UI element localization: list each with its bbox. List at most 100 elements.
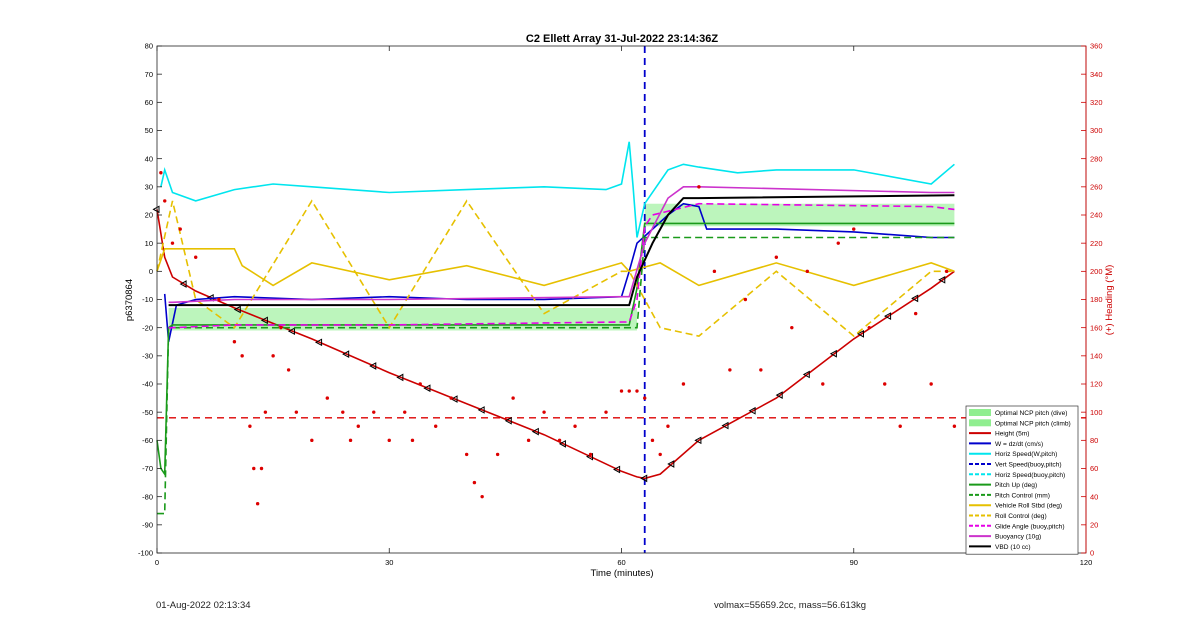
y-tick-label-right: 260 <box>1090 182 1103 191</box>
band-optimal-ncp-pitch-climb <box>644 203 955 227</box>
heading-point <box>217 297 221 302</box>
legend-label: Vert Speed(buoy,pitch) <box>995 462 1062 469</box>
legend-label: Horiz Speed(buoy,pitch) <box>995 472 1065 479</box>
height-marker <box>721 421 729 430</box>
height-marker <box>640 474 648 483</box>
height-marker <box>884 312 892 320</box>
series-w-dz-dt-cm-s <box>163 202 955 342</box>
legend-label: Optimal NCP pitch (dive) <box>995 410 1067 417</box>
y-tick-label-right: 0 <box>1090 549 1094 558</box>
heading-point <box>248 424 252 428</box>
series-glide-angle-buoy-pitch <box>168 202 955 329</box>
legend-item-horiz-speed-buoy-pitch: Horiz Speed(buoy,pitch) <box>969 472 1065 479</box>
height-marker <box>504 416 512 425</box>
x-axis-label: Time (minutes) <box>591 568 654 579</box>
heading-point <box>573 424 577 428</box>
y-tick-label-left: -70 <box>142 464 153 473</box>
heading-point <box>387 438 391 443</box>
legend-item-glide-angle-buoy-pitch: Glide Angle (buoy,pitch) <box>969 523 1065 530</box>
legend-item-horiz-speed-w-pitch: Horiz Speed(W,pitch) <box>969 451 1057 458</box>
x-tick-label: 0 <box>155 558 159 567</box>
legend-item-buoyancy-10g: Buoyancy (10g) <box>969 534 1041 541</box>
heading-point <box>604 410 608 414</box>
x-tick-label: 30 <box>385 558 393 567</box>
heading-point <box>279 325 283 330</box>
heading-point <box>913 311 918 316</box>
heading-point <box>658 452 662 457</box>
y-tick-label-left: 0 <box>149 267 153 276</box>
legend-item-roll-control-deg: Roll Control (deg) <box>969 513 1047 520</box>
y-tick-label-left: -90 <box>142 520 153 529</box>
heading-point <box>557 438 562 443</box>
heading-point <box>294 410 299 414</box>
heading-point <box>464 452 469 457</box>
heading-point <box>511 396 515 400</box>
heading-point <box>526 438 531 443</box>
series-height-5m <box>156 209 955 480</box>
heading-point <box>403 410 407 414</box>
series-horiz-speed-w-pitch <box>160 141 955 238</box>
heading-point <box>178 227 182 231</box>
y-tick-label-right: 220 <box>1090 239 1103 248</box>
heading-point <box>170 241 175 245</box>
heading-point <box>743 297 748 302</box>
y-tick-label-left: 10 <box>145 239 153 248</box>
heading-point <box>194 255 198 259</box>
heading-point <box>480 494 484 499</box>
heading-point <box>852 227 856 231</box>
height-marker <box>613 465 621 474</box>
legend-label: Height (5m) <box>995 431 1029 438</box>
y-tick-label-right: 80 <box>1090 436 1098 445</box>
y-tick-label-left: 50 <box>145 126 153 135</box>
heading-point <box>434 424 438 428</box>
heading-point <box>712 269 717 274</box>
height-marker <box>342 350 350 358</box>
x-tick-label: 120 <box>1080 558 1093 567</box>
heading-point <box>805 269 809 274</box>
height-marker <box>938 275 946 284</box>
legend-label: W = dz/dt (cm/s) <box>995 441 1043 448</box>
y-tick-label-right: 320 <box>1090 98 1103 107</box>
heading-point <box>774 255 779 259</box>
y-tick-label-left: 70 <box>145 70 153 79</box>
series-markers-height-5m <box>152 205 946 483</box>
y-tick-label-left: -30 <box>142 351 153 360</box>
heading-point <box>697 185 701 189</box>
heading-point <box>759 368 763 372</box>
heading-point <box>271 354 275 358</box>
height-marker <box>748 406 756 415</box>
heading-point <box>356 424 360 428</box>
legend: Optimal NCP pitch (dive) Optimal NCP pitc… <box>965 405 1079 555</box>
y-tick-label-left: 20 <box>145 211 153 220</box>
footer-stats: volmax=55659.2cc, mass=56.613kg <box>714 600 867 611</box>
heading-point <box>821 382 825 386</box>
height-marker <box>450 395 458 403</box>
heading-point <box>643 396 647 400</box>
height-marker <box>856 330 864 338</box>
heading-point <box>240 354 244 358</box>
legend-item-pitch-up-deg: Pitch Up (deg) <box>969 482 1037 489</box>
heading-point <box>588 452 593 457</box>
legend-item-pitch-control-mm: Pitch Control (mm) <box>969 492 1050 499</box>
height-marker <box>802 370 810 379</box>
y-tick-label-right: 240 <box>1090 211 1103 220</box>
heading-point <box>232 340 237 344</box>
y-tick-label-left: -10 <box>142 295 153 304</box>
series-vbd-10-cc <box>168 194 955 307</box>
height-marker <box>667 460 675 468</box>
heading-point <box>542 410 546 414</box>
y-tick-label-right: 120 <box>1090 380 1103 389</box>
height-marker <box>233 305 241 314</box>
y-tick-label-left: -40 <box>142 380 153 389</box>
heading-point <box>681 382 686 386</box>
y-tick-label-left: -100 <box>138 549 153 558</box>
heading-point <box>341 410 345 414</box>
heading-point <box>952 424 957 428</box>
heading-point <box>944 269 949 274</box>
legend-label: Pitch Up (deg) <box>995 482 1037 489</box>
series-buoyancy-10g <box>168 186 955 304</box>
series-layer <box>152 46 1086 553</box>
y-tick-label-right: 100 <box>1090 408 1103 417</box>
height-marker <box>179 280 187 288</box>
heading-point <box>410 438 415 443</box>
